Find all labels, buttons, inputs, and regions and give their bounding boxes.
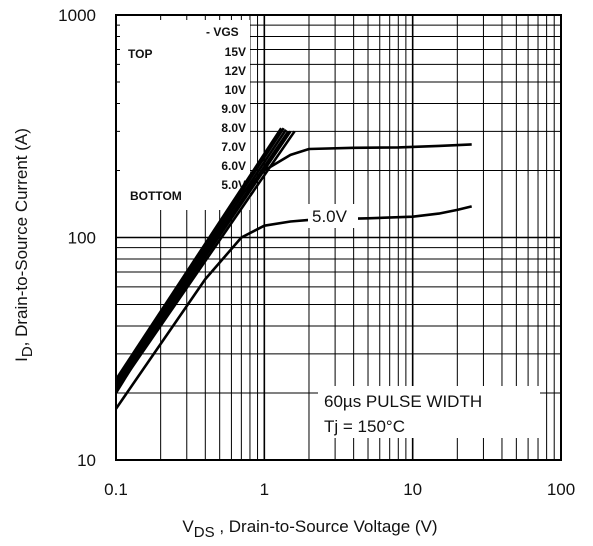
y-axis-label: ID, Drain-to-Source Current (A) <box>12 128 36 362</box>
curve-label-box <box>308 204 358 228</box>
tick-labels: 0.1 1 10 100 10 100 1000 <box>58 6 575 499</box>
legend-entry: 6.0V <box>221 159 246 173</box>
series-lines <box>114 127 473 410</box>
y-axis-label-rest: , Drain-to-Source Current (A) <box>12 128 31 346</box>
series-line-6.0V <box>114 143 472 394</box>
y-axis-label-sub: D <box>19 346 36 357</box>
legend-entry: 9.0V <box>221 102 246 116</box>
conditions-box <box>318 386 540 438</box>
series-line-7.0V <box>114 130 296 392</box>
plot-frame <box>115 14 562 461</box>
x-tick-label: 1 <box>260 480 269 499</box>
legend-header: - VGS <box>206 25 239 39</box>
x-tick-label: 0.1 <box>104 480 128 499</box>
legend-entry: 7.0V <box>221 140 246 154</box>
x-axis-label: VDS , Drain-to-Source Voltage (V) <box>182 517 437 541</box>
legend-bottom-label: BOTTOM <box>130 189 182 203</box>
legend-top-label: TOP <box>128 47 152 61</box>
y-tick-label: 10 <box>77 451 96 470</box>
y-tick-label: 1000 <box>58 6 96 25</box>
legend-entry: 15V <box>225 45 246 59</box>
x-axis-label-sub: DS <box>194 524 215 541</box>
x-tick-label: 100 <box>547 480 575 499</box>
legend-entry: 8.0V <box>221 121 246 135</box>
y-axis-label-main: I <box>12 357 31 362</box>
pulse-width-note: 60µs PULSE WIDTH <box>324 392 482 411</box>
tj-note: Tj = 150°C <box>324 417 405 436</box>
legend-entry: 5.0V <box>221 178 246 192</box>
series-line-15V <box>114 127 283 381</box>
curve-label-5v: 5.0V <box>312 207 348 226</box>
legend-entry: 10V <box>225 83 246 97</box>
y-tick-label: 100 <box>68 229 96 248</box>
legend: - VGS TOP BOTTOM 15V 12V 10V 9.0V 8.0V 7.0V 6.0V 5… <box>128 25 246 203</box>
x-axis-label-main: V <box>182 517 194 536</box>
legend-box <box>120 20 250 210</box>
legend-entry: 12V <box>225 64 246 78</box>
x-tick-label: 10 <box>403 480 422 499</box>
x-axis-label-rest: , Drain-to-Source Voltage (V) <box>215 517 438 536</box>
